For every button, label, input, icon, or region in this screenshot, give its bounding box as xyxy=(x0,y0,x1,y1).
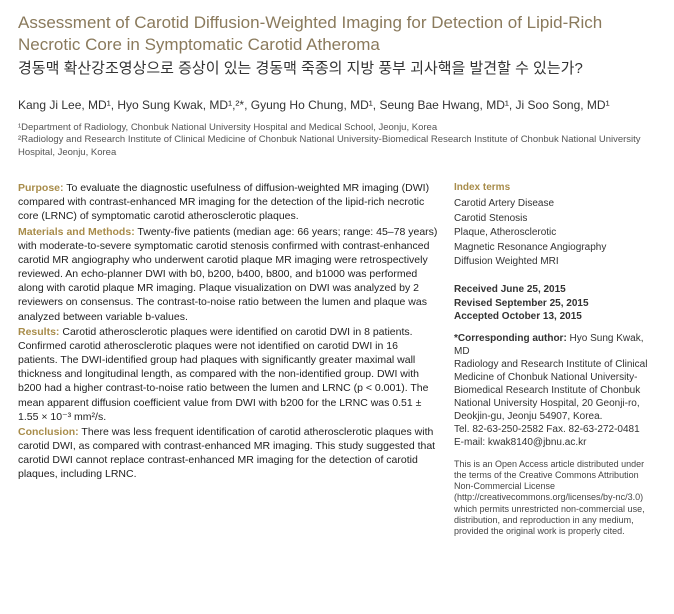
results-label: Results: xyxy=(18,326,59,338)
methods-text: Twenty-five patients (median age: 66 yea… xyxy=(18,226,437,323)
abstract-methods: Materials and Methods: Twenty-five patie… xyxy=(18,225,438,324)
purpose-text: To evaluate the diagnostic usefulness of… xyxy=(18,182,429,222)
received-label: Received xyxy=(454,284,498,295)
index-terms-list: Carotid Artery Disease Carotid Stenosis … xyxy=(454,197,656,270)
corr-label: *Corresponding author: xyxy=(454,333,567,344)
index-term: Carotid Stenosis xyxy=(454,211,656,226)
corr-email: E-mail: kwak8140@jbnu.ac.kr xyxy=(454,436,656,449)
affiliation-1: ¹Department of Radiology, Chonbuk Nation… xyxy=(18,122,656,134)
corr-tel: Tel. 82-63-250-2582 Fax. 82-63-272-0481 xyxy=(454,423,656,436)
corresponding-author: *Corresponding author: Hyo Sung Kwak, MD… xyxy=(454,332,656,449)
date-received: Received June 25, 2015 xyxy=(454,283,656,297)
results-text: Carotid atherosclerotic plaques were ide… xyxy=(18,326,428,423)
methods-label: Materials and Methods: xyxy=(18,226,135,238)
sidebar: Index terms Carotid Artery Disease Carot… xyxy=(454,181,656,537)
date-revised: Revised September 25, 2015 xyxy=(454,297,656,311)
index-term: Magnetic Resonance Angiography xyxy=(454,240,656,255)
purpose-label: Purpose: xyxy=(18,182,64,194)
conclusion-label: Conclusion: xyxy=(18,426,79,438)
content-row: Purpose: To evaluate the diagnostic usef… xyxy=(18,181,656,537)
abstract-results: Results: Carotid atherosclerotic plaques… xyxy=(18,325,438,424)
title-english: Assessment of Carotid Diffusion-Weighted… xyxy=(18,12,656,56)
corr-address: Radiology and Research Institute of Clin… xyxy=(454,358,656,423)
abstract-conclusion: Conclusion: There was less frequent iden… xyxy=(18,425,438,482)
revised-value: September 25, 2015 xyxy=(492,298,588,309)
conclusion-text: There was less frequent identification o… xyxy=(18,426,435,481)
dates-block: Received June 25, 2015 Revised September… xyxy=(454,283,656,324)
index-term: Diffusion Weighted MRI xyxy=(454,255,656,270)
accepted-label: Accepted xyxy=(454,311,499,322)
title-korean: 경동맥 확산강조영상으로 증상이 있는 경동맥 죽종의 지방 풍부 괴사핵을 발… xyxy=(18,58,656,79)
received-value: June 25, 2015 xyxy=(498,284,566,295)
accepted-value: October 13, 2015 xyxy=(499,311,582,322)
abstract-purpose: Purpose: To evaluate the diagnostic usef… xyxy=(18,181,438,224)
author-list: Kang Ji Lee, MD¹, Hyo Sung Kwak, MD¹,²*,… xyxy=(18,97,656,114)
affiliation-2: ²Radiology and Research Institute of Cli… xyxy=(18,134,656,159)
index-term: Plaque, Atherosclerotic xyxy=(454,226,656,241)
abstract: Purpose: To evaluate the diagnostic usef… xyxy=(18,181,438,537)
index-term: Carotid Artery Disease xyxy=(454,197,656,212)
open-access-notice: This is an Open Access article distribut… xyxy=(454,459,656,538)
revised-label: Revised xyxy=(454,298,492,309)
affiliations: ¹Department of Radiology, Chonbuk Nation… xyxy=(18,122,656,159)
index-terms-head: Index terms xyxy=(454,181,656,195)
date-accepted: Accepted October 13, 2015 xyxy=(454,310,656,324)
